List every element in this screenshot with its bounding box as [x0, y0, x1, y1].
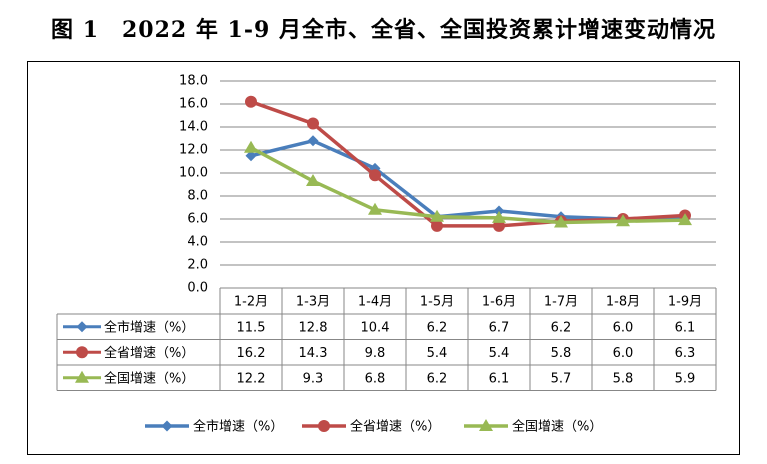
data-point — [369, 169, 381, 182]
table-cell-value: 5.4 — [489, 346, 510, 361]
table-legend-key-marker — [76, 346, 88, 359]
table-cell-value: 16.2 — [237, 346, 266, 361]
table-legend-key-marker — [76, 321, 88, 333]
x-category-label: 1-2月 — [234, 295, 268, 310]
data-point — [492, 210, 506, 223]
table-cell-value: 12.8 — [299, 320, 328, 335]
x-category-label: 1-7月 — [544, 295, 578, 310]
y-tick-label: 2.0 — [187, 258, 208, 273]
legend-entry-label: 全市增速（%） — [193, 419, 283, 435]
table-cell-value: 12.2 — [237, 371, 266, 386]
x-category-label: 1-5月 — [420, 295, 454, 310]
table-cell-value: 5.8 — [551, 346, 572, 361]
table-series-name: 全国增速（%） — [104, 370, 194, 386]
table-cell-value: 6.2 — [551, 320, 572, 335]
legend-key-marker — [318, 420, 330, 432]
x-category-label: 1-6月 — [482, 295, 516, 310]
table-series-name: 全市增速（%） — [104, 319, 194, 335]
data-point — [430, 209, 444, 222]
table-cell-value: 6.2 — [427, 320, 448, 335]
y-tick-label: 4.0 — [187, 235, 208, 250]
x-category-label: 1-4月 — [358, 295, 392, 310]
y-tick-label: 16.0 — [179, 97, 208, 112]
table-cell-value: 5.7 — [551, 371, 572, 386]
table-cell-value: 6.3 — [675, 346, 696, 361]
series-line — [250, 146, 686, 225]
y-tick-label: 18.0 — [179, 74, 208, 89]
legend-entry-label: 全省增速（%） — [350, 419, 440, 435]
table-cell-value: 6.0 — [613, 320, 634, 335]
data-point — [678, 213, 692, 226]
chart-frame — [27, 61, 740, 455]
table-legend-key-marker — [75, 370, 89, 383]
y-tick-label: 8.0 — [187, 189, 208, 204]
data-point — [493, 219, 505, 232]
x-category-label: 1-3月 — [296, 295, 330, 310]
table-cell-value: 6.1 — [489, 371, 510, 386]
table-cell-value: 14.3 — [299, 346, 328, 361]
y-tick-label: 0.0 — [187, 281, 208, 296]
data-point — [616, 214, 630, 227]
table-cell-value: 5.8 — [613, 371, 634, 386]
legend-key-marker — [161, 420, 173, 432]
table-cell-value: 6.8 — [365, 371, 386, 386]
legend-entry-label: 全国增速（%） — [512, 419, 602, 435]
y-tick-label: 14.0 — [179, 120, 208, 135]
table-cell-value: 6.1 — [675, 320, 696, 335]
y-tick-label: 6.0 — [187, 212, 208, 227]
table-cell-value: 5.4 — [427, 346, 448, 361]
table-cell-value: 5.9 — [675, 371, 696, 386]
data-point — [245, 150, 257, 162]
data-point — [368, 202, 382, 215]
y-tick-label: 12.0 — [179, 143, 208, 158]
chart-title: 图 1 2022 年 1-9 月全市、全省、全国投资累计增速变动情况 — [51, 17, 716, 43]
table-cell-value: 11.5 — [237, 320, 266, 335]
table-cell-value: 9.3 — [303, 371, 324, 386]
data-point — [306, 174, 320, 187]
legend-key-marker — [479, 419, 493, 431]
series-line — [250, 100, 686, 228]
table-cell-value: 9.8 — [365, 346, 386, 361]
data-point — [431, 219, 443, 232]
y-tick-label: 10.0 — [179, 166, 208, 181]
data-point — [307, 135, 319, 147]
x-category-label: 1-8月 — [606, 295, 640, 310]
table-series-name: 全省增速（%） — [104, 345, 194, 361]
data-point — [307, 117, 319, 130]
x-category-label: 1-9月 — [668, 295, 702, 310]
data-table — [56, 288, 717, 391]
data-point — [554, 215, 568, 228]
table-cell-value: 10.4 — [361, 320, 390, 335]
table-cell-value: 6.7 — [489, 320, 510, 335]
table-cell-value: 6.0 — [613, 346, 634, 361]
data-point — [244, 140, 258, 153]
data-point — [245, 95, 257, 108]
table-cell-value: 6.2 — [427, 371, 448, 386]
